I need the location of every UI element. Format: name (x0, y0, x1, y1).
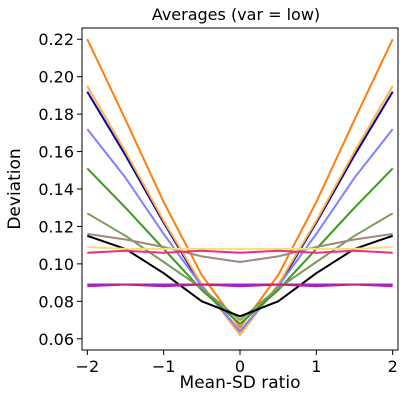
y-tick-label: 0.20 (38, 68, 74, 87)
y-tick-label: 0.12 (38, 217, 74, 236)
y-tick-label: 0.14 (38, 180, 74, 199)
chart-title: Averages (var = low) (152, 5, 320, 24)
x-tick-label: 0 (235, 357, 245, 376)
series-line-6 (86, 212, 394, 321)
series-line-1 (86, 38, 394, 329)
x-tick-label: 1 (311, 357, 321, 376)
y-tick-label: 0.08 (38, 292, 74, 311)
x-tick-label: 2 (388, 357, 398, 376)
series-line-10 (87, 249, 393, 254)
y-axis-label: Deviation (5, 148, 25, 229)
y-tick-label: 0.06 (38, 330, 74, 349)
series-line-5 (86, 167, 394, 325)
y-axis: 0.06 0.08 0.10 0.12 0.14 0.16 0.18 0.20 0.22 (38, 30, 82, 349)
y-tick-label: 0.18 (38, 105, 74, 124)
x-tick-label: −1 (152, 357, 176, 376)
x-tick-label: −2 (76, 357, 100, 376)
x-axis-label: Mean-SD ratio (180, 373, 301, 393)
series-line-7 (86, 234, 394, 318)
series-line-9 (87, 246, 393, 250)
series-line-8 (87, 232, 393, 263)
series-line-4 (86, 128, 394, 333)
y-tick-label: 0.16 (38, 143, 74, 162)
y-tick-label: 0.10 (38, 255, 74, 274)
plot-lines (86, 38, 394, 336)
series-line-12 (87, 283, 393, 288)
x-axis: −2 −1 0 1 2 (76, 350, 398, 376)
series-line-3 (86, 85, 394, 336)
y-tick-label: 0.22 (38, 30, 74, 49)
